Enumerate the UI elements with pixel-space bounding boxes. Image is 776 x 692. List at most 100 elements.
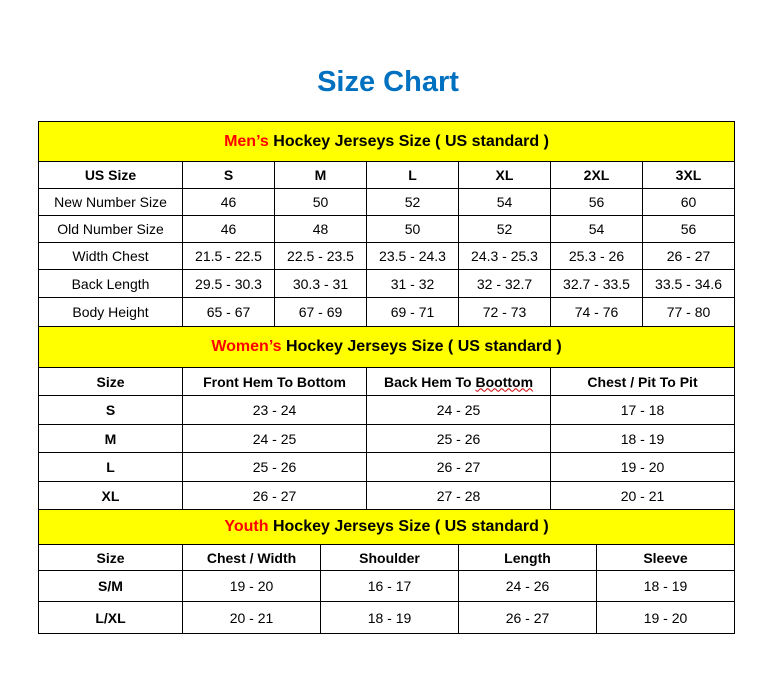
table-cell: 18 - 19 bbox=[595, 570, 736, 602]
table-cell: 77 - 80 bbox=[641, 297, 736, 327]
table-row: S 23 - 24 24 - 25 17 - 18 bbox=[38, 395, 736, 425]
table-row: S/M 19 - 20 16 - 17 24 - 26 18 - 19 bbox=[38, 570, 736, 602]
table-cell: 26 - 27 bbox=[366, 452, 551, 482]
column-header: S bbox=[182, 161, 275, 189]
men-section-heading: Men’s Hockey Jerseys Size ( US standard … bbox=[37, 121, 736, 162]
table-cell: 32 - 32.7 bbox=[458, 269, 551, 298]
table-cell: 52 bbox=[458, 215, 551, 243]
table-cell: 31 - 32 bbox=[366, 269, 459, 298]
table-cell: 18 - 19 bbox=[549, 424, 736, 453]
table-cell: 26 - 27 bbox=[458, 601, 597, 634]
row-label: S bbox=[38, 395, 183, 425]
table-row: L 25 - 26 26 - 27 19 - 20 bbox=[38, 452, 736, 482]
column-header: L bbox=[366, 161, 459, 189]
table-row: L/XL 20 - 21 18 - 19 26 - 27 19 - 20 bbox=[38, 601, 736, 634]
table-cell: 72 - 73 bbox=[458, 297, 551, 327]
table-cell: 16 - 17 bbox=[320, 570, 459, 602]
row-label: L/XL bbox=[38, 601, 183, 634]
column-header-row: US Size S M L XL 2XL 3XL bbox=[38, 161, 736, 189]
table-cell: 17 - 18 bbox=[549, 395, 736, 425]
table-cell: 54 bbox=[458, 188, 551, 216]
table-cell: 60 bbox=[641, 188, 736, 216]
row-label: L bbox=[38, 452, 183, 482]
table-row: Old Number Size 46 48 50 52 54 56 bbox=[38, 215, 736, 243]
page-title: Size Chart bbox=[317, 66, 459, 98]
table-cell: 23.5 - 24.3 bbox=[366, 242, 459, 270]
section-title: Hockey Jerseys Size ( US standard ) bbox=[268, 132, 549, 150]
row-label: Old Number Size bbox=[38, 215, 183, 243]
column-header: 2XL bbox=[550, 161, 643, 189]
table-cell: 65 - 67 bbox=[182, 297, 275, 327]
column-header: Chest / Pit To Pit bbox=[549, 367, 736, 396]
table-cell: 25.3 - 26 bbox=[550, 242, 643, 270]
table-cell: 30.3 - 31 bbox=[274, 269, 367, 298]
table-cell: 46 bbox=[182, 188, 275, 216]
youth-size-table: Youth Hockey Jerseys Size ( US standard … bbox=[37, 509, 736, 634]
row-label: Width Chest bbox=[38, 242, 183, 270]
column-header: Size bbox=[38, 367, 183, 396]
table-cell: 24 - 25 bbox=[182, 424, 367, 453]
column-header-row: Size Chest / Width Shoulder Length Sleeve bbox=[38, 544, 736, 571]
table-cell: 24 - 26 bbox=[458, 570, 597, 602]
section-title: Hockey Jerseys Size ( US standard ) bbox=[281, 338, 562, 355]
column-header-row: Size Front Hem To Bottom Back Hem To Boott… bbox=[38, 367, 736, 396]
column-header: Shoulder bbox=[320, 544, 459, 571]
table-cell: 19 - 20 bbox=[595, 601, 736, 634]
youth-section-heading: Youth Hockey Jerseys Size ( US standard … bbox=[37, 509, 736, 545]
table-cell: 50 bbox=[274, 188, 367, 216]
table-row: XL 26 - 27 27 - 28 20 - 21 bbox=[38, 481, 736, 510]
column-header: Back Hem To Boottom bbox=[366, 367, 551, 396]
table-cell: 54 bbox=[550, 215, 643, 243]
section-highlight: Men’s bbox=[224, 132, 269, 150]
table-cell: 32.7 - 33.5 bbox=[550, 269, 643, 298]
table-cell: 21.5 - 22.5 bbox=[182, 242, 275, 270]
section-highlight: Youth bbox=[224, 518, 269, 535]
table-cell: 25 - 26 bbox=[366, 424, 551, 453]
men-size-table: Men’s Hockey Jerseys Size ( US standard … bbox=[37, 121, 736, 327]
column-header: Front Hem To Bottom bbox=[182, 367, 367, 396]
table-cell: 27 - 28 bbox=[366, 481, 551, 510]
row-label: New Number Size bbox=[38, 188, 183, 216]
table-cell: 67 - 69 bbox=[274, 297, 367, 327]
table-cell: 46 bbox=[182, 215, 275, 243]
women-section-heading: Women’s Hockey Jerseys Size ( US standar… bbox=[37, 326, 736, 368]
row-label: M bbox=[38, 424, 183, 453]
table-cell: 20 - 21 bbox=[549, 481, 736, 510]
table-cell: 26 - 27 bbox=[641, 242, 736, 270]
table-row: M 24 - 25 25 - 26 18 - 19 bbox=[38, 424, 736, 453]
table-cell: 50 bbox=[366, 215, 459, 243]
table-cell: 22.5 - 23.5 bbox=[274, 242, 367, 270]
table-cell: 52 bbox=[366, 188, 459, 216]
column-header: XL bbox=[458, 161, 551, 189]
column-header: Size bbox=[38, 544, 183, 571]
table-cell: 29.5 - 30.3 bbox=[182, 269, 275, 298]
section-highlight: Women’s bbox=[211, 338, 282, 355]
column-header: Sleeve bbox=[595, 544, 736, 571]
table-cell: 24.3 - 25.3 bbox=[458, 242, 551, 270]
column-header: M bbox=[274, 161, 367, 189]
table-cell: 25 - 26 bbox=[182, 452, 367, 482]
section-title: Hockey Jerseys Size ( US standard ) bbox=[268, 518, 549, 535]
table-row: Back Length 29.5 - 30.3 30.3 - 31 31 - 32 32… bbox=[38, 269, 736, 298]
row-label: Back Length bbox=[38, 269, 183, 298]
table-cell: 74 - 76 bbox=[550, 297, 643, 327]
column-header: Chest / Width bbox=[182, 544, 321, 571]
table-row: Width Chest 21.5 - 22.5 22.5 - 23.5 23.5 - … bbox=[38, 242, 736, 270]
row-label: Body Height bbox=[38, 297, 183, 327]
table-cell: 48 bbox=[274, 215, 367, 243]
table-cell: 56 bbox=[550, 188, 643, 216]
column-header: US Size bbox=[38, 161, 183, 189]
column-header: 3XL bbox=[641, 161, 736, 189]
table-row: Body Height 65 - 67 67 - 69 69 - 71 72 - 73 7… bbox=[38, 297, 736, 327]
table-cell: 24 - 25 bbox=[366, 395, 551, 425]
table-cell: 18 - 19 bbox=[320, 601, 459, 634]
women-size-table: Women’s Hockey Jerseys Size ( US standar… bbox=[37, 326, 736, 510]
row-label: S/M bbox=[38, 570, 183, 602]
table-cell: 19 - 20 bbox=[549, 452, 736, 482]
table-cell: 69 - 71 bbox=[366, 297, 459, 327]
column-header: Length bbox=[458, 544, 597, 571]
table-cell: 56 bbox=[641, 215, 736, 243]
table-row: New Number Size 46 50 52 54 56 60 bbox=[38, 188, 736, 216]
table-cell: 19 - 20 bbox=[182, 570, 321, 602]
table-cell: 26 - 27 bbox=[182, 481, 367, 510]
